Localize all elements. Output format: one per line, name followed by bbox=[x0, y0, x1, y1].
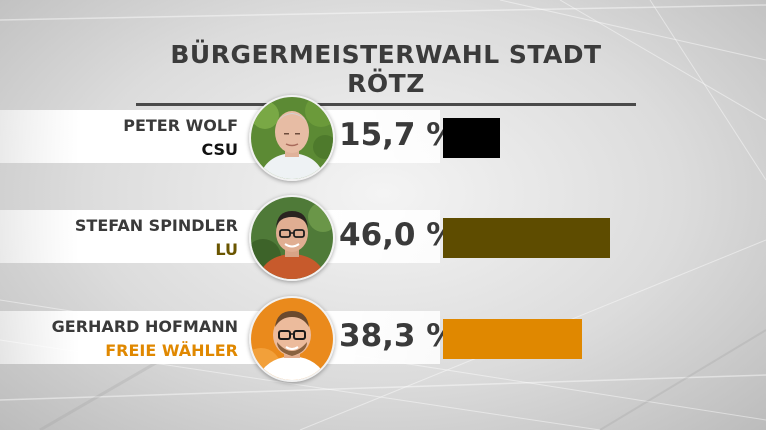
party-label: LU bbox=[215, 240, 238, 259]
party-label: FREIE WÄHLER bbox=[105, 341, 238, 360]
candidate-row: PETER WOLF CSU 15,7 % bbox=[0, 89, 766, 185]
chart-title: BÜRGERMEISTERWAHL STADT RÖTZ bbox=[136, 40, 636, 106]
name-plate bbox=[0, 311, 440, 364]
percentage-label: 46,0 % bbox=[339, 217, 458, 253]
name-plate bbox=[0, 110, 440, 163]
candidate-row: STEFAN SPINDLER LU 46,0 % bbox=[0, 189, 766, 285]
result-bar bbox=[443, 319, 582, 359]
candidate-name: GERHARD HOFMANN bbox=[51, 317, 238, 336]
candidate-name: STEFAN SPINDLER bbox=[74, 216, 238, 235]
party-label: CSU bbox=[201, 140, 238, 159]
candidate-photo bbox=[249, 296, 335, 382]
result-bar bbox=[443, 118, 500, 158]
candidate-photo bbox=[249, 95, 335, 181]
candidate-photo bbox=[249, 195, 335, 281]
percentage-label: 15,7 % bbox=[339, 117, 458, 153]
candidate-name: PETER WOLF bbox=[123, 116, 238, 135]
result-bar bbox=[443, 218, 610, 258]
percentage-label: 38,3 % bbox=[339, 318, 458, 354]
candidate-row: GERHARD HOFMANN FREIE WÄHLER 38,3 % bbox=[0, 290, 766, 386]
name-plate bbox=[0, 210, 440, 263]
